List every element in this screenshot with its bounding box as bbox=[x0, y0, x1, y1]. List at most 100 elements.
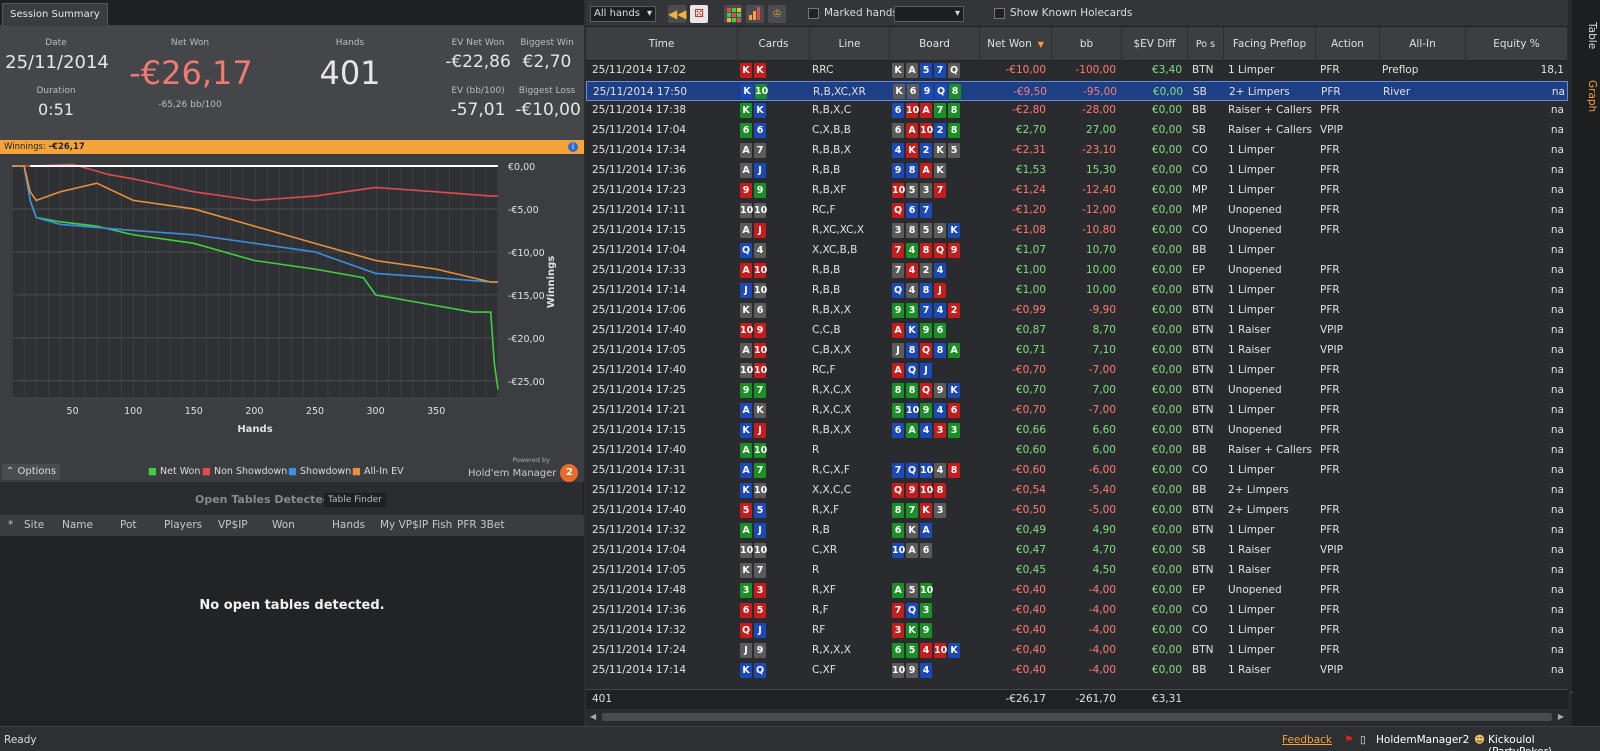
table-row[interactable]: 25/11/2014 17:14 K Q C,XF 10 9 4 -€0,40 -4,00 €0,… bbox=[586, 661, 1568, 681]
table-row[interactable]: 25/11/2014 17:14 J 10 R,B,B Q 4 8 J €1,00 10,00 €0… bbox=[586, 281, 1568, 301]
y-axis-label: Winnings bbox=[546, 256, 557, 308]
col-bb[interactable]: bb bbox=[1052, 27, 1122, 61]
col-cards[interactable]: Cards bbox=[738, 27, 810, 61]
table-row[interactable]: 25/11/2014 17:36 6 5 R,F 7 Q 3 -€0,40 -4,00 €0,00… bbox=[586, 601, 1568, 621]
table-row[interactable]: 25/11/2014 17:23 9 9 R,B,XF 10 5 3 7 -€1,24 -12,4… bbox=[586, 181, 1568, 201]
table-row[interactable]: 25/11/2014 17:04 Q 4 X,XC,B,B 7 4 8 Q 9 €1,07 10,7… bbox=[586, 241, 1568, 261]
table-row[interactable]: 25/11/2014 17:36 A J R,B,B 9 8 A K €1,53 15,30 €0,… bbox=[586, 161, 1568, 181]
open-col-name[interactable]: Name bbox=[62, 519, 93, 531]
row-bb: 10,00 bbox=[1085, 284, 1116, 296]
ev-net-won-label: EV Net Won bbox=[451, 38, 505, 48]
open-col-hands[interactable]: Hands bbox=[332, 519, 366, 531]
hands-filter-select[interactable]: All hands ▾ bbox=[590, 6, 656, 22]
row-action: PFR bbox=[1320, 524, 1340, 536]
row-action: VPIP bbox=[1320, 124, 1343, 136]
col-time[interactable]: Time bbox=[586, 27, 738, 61]
row-equity: na bbox=[1550, 664, 1564, 676]
side-tab-table[interactable]: Table bbox=[1586, 22, 1598, 50]
col-equity[interactable]: Equity % bbox=[1466, 27, 1568, 61]
open-col-star[interactable]: * bbox=[8, 519, 14, 531]
card: A bbox=[740, 163, 752, 178]
col-line[interactable]: Line bbox=[810, 27, 890, 61]
table-row[interactable]: 25/11/2014 17:32 A J R,B 6 K A €0,49 4,90 €0,00 BT… bbox=[586, 521, 1568, 541]
col-facing-preflop[interactable]: Facing Preflop bbox=[1224, 27, 1316, 61]
row-facing-preflop: 1 Limper bbox=[1228, 164, 1275, 176]
table-row[interactable]: 25/11/2014 17:40 A 10 R €0,60 6,00 €0,00 BB Rais… bbox=[586, 441, 1568, 461]
open-col-players[interactable]: Players bbox=[164, 519, 203, 531]
col-pos[interactable]: Po s bbox=[1188, 27, 1224, 61]
table-row[interactable]: 25/11/2014 17:40 5 5 R,X,F 8 7 K 3 -€0,50 -5,00 €0… bbox=[586, 501, 1568, 521]
table-row[interactable]: 25/11/2014 17:31 A 7 R,C,X,F 7 Q 10 4 8 -€0,60 -6,… bbox=[586, 461, 1568, 481]
open-col-my-vpip[interactable]: My VP$IP bbox=[380, 519, 429, 531]
row-ev-diff: €0,00 bbox=[1151, 644, 1182, 656]
horizontal-scroll-thumb[interactable] bbox=[602, 713, 1552, 721]
table-row[interactable]: 25/11/2014 17:25 9 7 R,X,C,X 8 8 Q 9 K €0,70 7,00 €… bbox=[586, 381, 1568, 401]
table-row[interactable]: 25/11/2014 17:40 10 10 RC,F A Q J -€0,70 -7,00 €0… bbox=[586, 361, 1568, 381]
table-row[interactable]: 25/11/2014 17:15 A J R,XC,XC,X 3 8 5 9 K -€1,08 -1… bbox=[586, 221, 1568, 241]
col-net-won[interactable]: Net Won ▼ bbox=[980, 27, 1052, 61]
table-row[interactable]: 25/11/2014 17:11 10 10 RC,F Q 6 7 -€1,20 -12,00 €… bbox=[586, 201, 1568, 221]
card: 10 bbox=[920, 123, 934, 138]
card: K bbox=[906, 143, 918, 158]
options-button[interactable]: ⌃ Options bbox=[2, 464, 60, 480]
col-all-in[interactable]: All-In bbox=[1380, 27, 1466, 61]
table-row[interactable]: 25/11/2014 17:38 K K R,B,X,C 6 10 A 7 8 -€2,80 -28… bbox=[586, 101, 1568, 121]
table-row[interactable]: 25/11/2014 17:04 10 10 C,XR 10 A 6 €0,47 4,70 €0,… bbox=[586, 541, 1568, 561]
table-row[interactable]: 25/11/2014 17:40 10 9 C,C,B A K 9 6 €0,87 8,70 €0,… bbox=[586, 321, 1568, 341]
row-ev-diff: €0,00 bbox=[1151, 484, 1182, 496]
open-col-pfr[interactable]: PFR bbox=[457, 519, 477, 531]
open-col-fish[interactable]: Fish bbox=[432, 519, 453, 531]
open-col-won[interactable]: Won bbox=[272, 519, 295, 531]
table-row[interactable]: 25/11/2014 17:02 K K RRC K A 5 7 Q -€10,00 -100,00… bbox=[586, 61, 1568, 81]
table-row[interactable]: 25/11/2014 17:15 K J R,B,X,X 6 A 4 3 3 €0,66 6,60 €… bbox=[586, 421, 1568, 441]
card: 10 bbox=[934, 643, 948, 658]
trophy-icon[interactable]: ♔ bbox=[768, 5, 786, 23]
open-col-3bet[interactable]: 3Bet bbox=[480, 519, 505, 531]
grid-icon[interactable] bbox=[724, 5, 742, 23]
row-bb: 6,60 bbox=[1092, 424, 1116, 436]
dice-icon[interactable]: ⚄ bbox=[690, 5, 708, 23]
open-col-vpip[interactable]: VP$IP bbox=[218, 519, 248, 531]
table-row[interactable]: 25/11/2014 17:05 A 10 C,B,X,X J 8 Q 8 A €0,71 7,10… bbox=[586, 341, 1568, 361]
scroll-left-icon[interactable]: ◀ bbox=[590, 712, 597, 721]
scroll-right-icon[interactable]: ▶ bbox=[1557, 712, 1564, 721]
row-line: C,C,B bbox=[812, 324, 841, 336]
open-col-site[interactable]: Site bbox=[24, 519, 45, 531]
table-row[interactable]: 25/11/2014 17:32 Q J RF 3 K 9 -€0,40 -4,00 €0,00 C… bbox=[586, 621, 1568, 641]
side-tab-graph[interactable]: Graph bbox=[1586, 80, 1598, 113]
card: J bbox=[754, 423, 766, 438]
show-holecards-checkbox[interactable] bbox=[994, 8, 1005, 19]
table-row[interactable]: 25/11/2014 17:21 A K R,X,C,X 5 10 9 4 6 -€0,70 -7,… bbox=[586, 401, 1568, 421]
table-row[interactable]: 25/11/2014 17:48 3 3 R,XF A 5 10 -€0,40 -4,00 €0,… bbox=[586, 581, 1568, 601]
table-row[interactable]: 25/11/2014 17:12 K 10 X,X,C,C Q 9 10 8 -€0,54 -5,… bbox=[586, 481, 1568, 501]
col-action[interactable]: Action bbox=[1316, 27, 1380, 61]
table-finder-button[interactable]: Table Finder bbox=[324, 493, 386, 507]
table-row[interactable]: 25/11/2014 17:04 6 6 C,X,B,B 6 A 10 2 8 €2,70 27,0… bbox=[586, 121, 1568, 141]
hands-table-header: Time Cards Line Board Net Won ▼ bb $EV Di… bbox=[586, 27, 1568, 61]
table-row[interactable]: 25/11/2014 17:24 J 9 R,X,X,X 6 5 4 10 K -€0,40 -4,… bbox=[586, 641, 1568, 661]
row-equity: na bbox=[1550, 164, 1564, 176]
row-bb: 8,70 bbox=[1092, 324, 1116, 336]
table-row[interactable]: 25/11/2014 17:50 K 10 R,B,XC,XR K 6 9 Q 8 -€9,50-… bbox=[586, 81, 1568, 101]
marked-hands-checkbox[interactable] bbox=[808, 8, 819, 19]
horizontal-scrollbar[interactable]: ◀ ▶ bbox=[586, 709, 1568, 725]
feedback-link[interactable]: Feedback bbox=[1282, 734, 1333, 746]
open-col-pot[interactable]: Pot bbox=[120, 519, 137, 531]
rewind-icon[interactable]: ◀◀ bbox=[668, 5, 687, 23]
row-line: R,B,X,X bbox=[812, 304, 851, 316]
info-icon[interactable]: i bbox=[568, 142, 578, 152]
table-row[interactable]: 25/11/2014 17:06 K 6 R,B,X,X 9 3 7 4 2 -€0,99 -9,9… bbox=[586, 301, 1568, 321]
flag-icon[interactable]: ⚑ bbox=[1344, 734, 1354, 746]
col-ev-diff[interactable]: $EV Diff bbox=[1122, 27, 1188, 61]
table-row[interactable]: 25/11/2014 17:33 A 10 R,B,B 7 4 2 4 €1,00 10,00 €0… bbox=[586, 261, 1568, 281]
row-ev-diff: €0,00 bbox=[1151, 144, 1182, 156]
bar-chart-icon[interactable] bbox=[746, 5, 764, 23]
tab-session-summary[interactable]: Session Summary bbox=[2, 3, 108, 26]
col-board[interactable]: Board bbox=[890, 27, 980, 61]
table-row[interactable]: 25/11/2014 17:34 A 7 R,B,B,X 4 K 2 K 5 -€2,31 -23,… bbox=[586, 141, 1568, 161]
table-row[interactable]: 25/11/2014 17:05 K 7 R €0,45 4,50 €0,00 BTN 1 Ra… bbox=[586, 561, 1568, 581]
marked-hands-select[interactable]: ▾ bbox=[894, 6, 964, 22]
